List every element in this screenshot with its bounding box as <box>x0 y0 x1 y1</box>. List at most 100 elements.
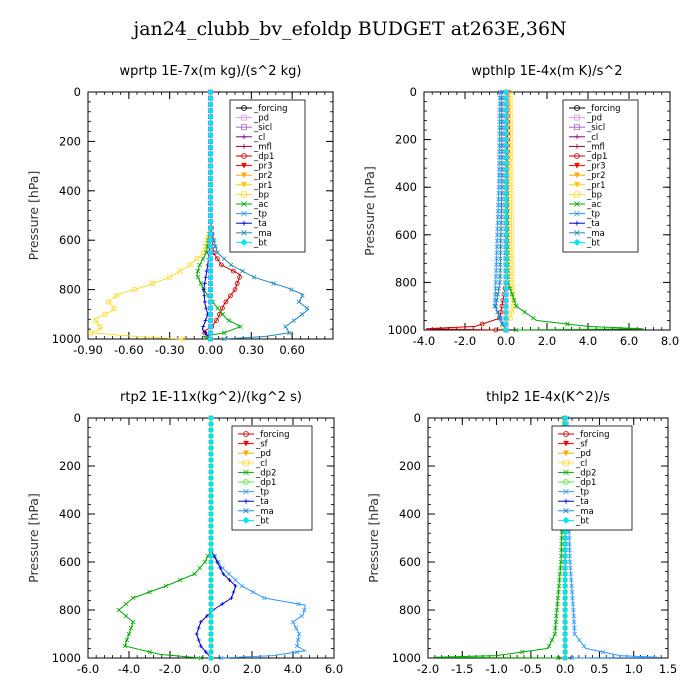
data-point <box>220 312 226 317</box>
data-point <box>509 214 514 220</box>
data-point <box>497 280 503 285</box>
data-point <box>562 559 569 565</box>
legend-item: _forcing <box>558 430 610 440</box>
data-point <box>116 607 122 613</box>
data-point <box>207 261 214 268</box>
x-tick-label: 6.0 <box>325 662 343 676</box>
data-point <box>509 279 515 285</box>
series-dp2 <box>434 415 567 661</box>
legend-item: _forcing <box>238 430 290 440</box>
y-axis-label: Pressure [hPa] <box>362 166 377 256</box>
legend-marker <box>241 143 247 149</box>
data-point <box>207 89 214 95</box>
legend-label: _tp <box>586 210 600 220</box>
legend-marker <box>243 450 249 457</box>
data-point <box>208 505 214 511</box>
data-point <box>508 190 514 196</box>
legend-item: _sicl <box>236 123 272 133</box>
legend-marker <box>563 479 569 485</box>
data-point <box>207 274 214 281</box>
data-point <box>508 178 514 184</box>
data-point <box>498 244 503 249</box>
data-point <box>214 256 220 262</box>
data-point <box>553 619 559 625</box>
data-point <box>562 607 569 613</box>
data-point <box>207 113 214 120</box>
legend-item: _cl <box>569 133 598 143</box>
data-point <box>201 287 206 292</box>
data-point <box>509 268 515 273</box>
data-point <box>496 286 502 291</box>
x-tick-label: -4.0 <box>413 334 435 348</box>
y-tick-label: 400 <box>399 507 421 521</box>
data-point <box>238 324 243 329</box>
data-point <box>207 132 214 139</box>
data-point <box>194 632 199 636</box>
data-point <box>553 625 558 631</box>
data-point <box>520 649 525 655</box>
data-point <box>208 523 214 529</box>
legend-item: _dp1 <box>569 152 607 162</box>
data-point <box>503 219 509 226</box>
legend-marker <box>574 134 580 140</box>
data-point <box>567 547 572 553</box>
data-point <box>503 136 509 143</box>
data-point <box>195 268 201 274</box>
data-point <box>581 643 587 649</box>
legend-marker <box>241 230 247 236</box>
data-point <box>198 655 204 661</box>
y-axis-label: Pressure [hPa] <box>26 493 41 583</box>
x-tick-label: 0.0 <box>556 662 574 676</box>
legend-label: _cl <box>575 459 587 469</box>
data-point <box>498 232 504 238</box>
legend-marker <box>243 440 249 447</box>
legend-label: _ma <box>255 507 274 517</box>
x-tick-label: 1.5 <box>659 662 677 676</box>
legend-marker <box>563 469 569 476</box>
data-point <box>221 572 226 576</box>
data-point <box>295 637 301 643</box>
legend-item: _sicl <box>569 123 605 133</box>
data-point <box>250 589 256 595</box>
legend-label: _dp1 <box>575 478 596 488</box>
data-point <box>569 583 574 589</box>
data-point <box>208 559 214 565</box>
data-point <box>195 274 201 280</box>
data-point <box>503 148 509 155</box>
legend: _forcing_sf_pd_cl_dp2_dp1_tp_ta_ma_bt <box>231 425 313 531</box>
legend-marker <box>241 220 247 226</box>
data-point <box>237 274 242 280</box>
data-point <box>568 577 574 583</box>
data-point <box>207 107 214 114</box>
data-point <box>572 631 578 637</box>
legend-item: _cl <box>558 459 587 469</box>
data-point <box>208 427 214 433</box>
data-point <box>513 303 519 309</box>
data-point <box>177 577 183 583</box>
data-point <box>192 571 197 577</box>
y-tick-label: 400 <box>395 180 417 194</box>
y-tick-label: 600 <box>395 228 417 242</box>
data-point <box>498 220 504 226</box>
data-point <box>208 451 214 457</box>
data-point <box>251 274 257 280</box>
data-point <box>215 560 220 564</box>
data-point <box>503 225 509 232</box>
data-point <box>509 220 514 226</box>
legend-marker <box>563 450 569 457</box>
data-point <box>207 237 214 244</box>
legend-label: _ma <box>575 507 594 517</box>
data-point <box>203 650 208 654</box>
x-tick-label: 4.0 <box>579 334 597 348</box>
series-bt <box>207 89 214 342</box>
legend-item: _dp2 <box>238 468 276 478</box>
data-point <box>128 625 134 631</box>
data-point <box>570 595 575 601</box>
data-point <box>566 529 572 535</box>
data-point <box>111 305 117 311</box>
x-tick-label: -2.0 <box>417 662 439 676</box>
data-point <box>194 256 200 262</box>
data-point <box>234 281 240 286</box>
legend-label: _ac <box>586 200 601 210</box>
legend-item: _ta <box>238 497 269 507</box>
